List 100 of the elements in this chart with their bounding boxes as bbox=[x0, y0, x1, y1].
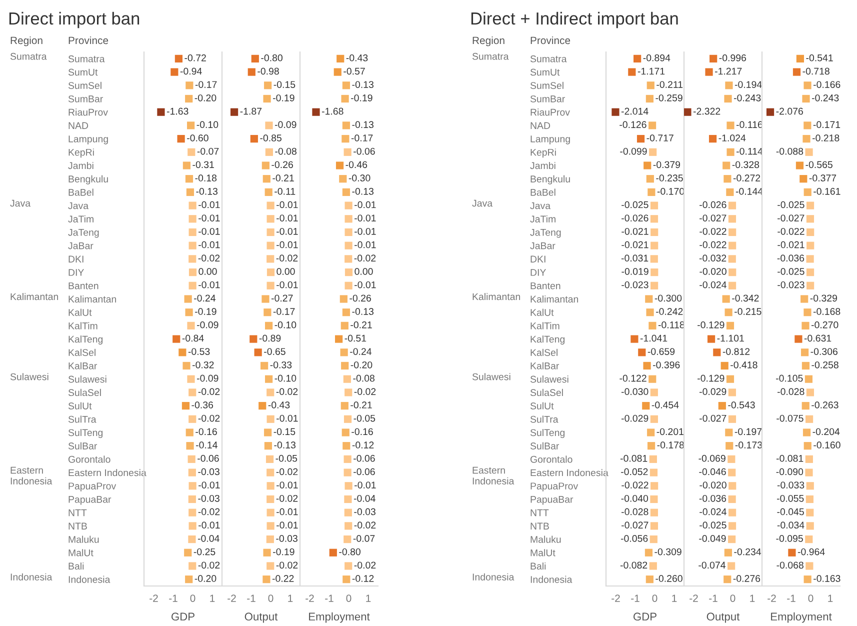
y-tick-label: Jambi bbox=[530, 162, 556, 170]
point bbox=[184, 548, 192, 556]
data-label: -0.02 bbox=[198, 254, 220, 262]
x-tick-label: -2 bbox=[768, 594, 776, 602]
x-tick-label: -2 bbox=[690, 594, 698, 602]
point bbox=[157, 108, 165, 116]
data-label: -0.026 bbox=[700, 201, 726, 208]
data-label: -0.22 bbox=[272, 575, 294, 582]
point bbox=[188, 495, 196, 504]
data-label: -0.94 bbox=[180, 68, 202, 75]
y-tick-label: Maluku bbox=[68, 536, 99, 543]
point bbox=[806, 562, 814, 570]
point bbox=[804, 442, 812, 450]
point bbox=[266, 202, 274, 210]
data-label: -0.13 bbox=[352, 188, 374, 195]
data-label: -0.201 bbox=[656, 428, 684, 436]
y-tick-label: SulBar bbox=[530, 442, 560, 450]
data-label: -0.02 bbox=[276, 468, 298, 476]
point bbox=[342, 134, 350, 143]
data-label: -0.17 bbox=[351, 134, 373, 142]
point bbox=[806, 268, 814, 276]
point bbox=[340, 402, 348, 410]
data-label: -0.02 bbox=[354, 522, 376, 529]
point bbox=[724, 308, 732, 316]
point bbox=[262, 295, 270, 303]
data-label: -0.036 bbox=[699, 494, 726, 502]
data-label: -0.46 bbox=[346, 161, 368, 168]
data-label: -0.081 bbox=[776, 454, 804, 462]
data-label: -0.01 bbox=[276, 281, 298, 288]
data-label: -0.02 bbox=[354, 388, 376, 396]
data-label: -0.309 bbox=[654, 548, 682, 556]
data-label: -0.20 bbox=[194, 575, 216, 582]
point bbox=[248, 68, 256, 76]
text: Sumatra bbox=[472, 52, 509, 60]
data-label: -0.01 bbox=[276, 201, 298, 208]
point bbox=[806, 202, 814, 210]
data-label: -0.01 bbox=[198, 214, 220, 222]
point bbox=[341, 362, 349, 370]
data-label: -0.01 bbox=[198, 281, 220, 288]
point bbox=[342, 442, 350, 450]
point bbox=[728, 268, 736, 276]
y-tick-label: Bengkulu bbox=[68, 175, 108, 184]
point bbox=[804, 308, 812, 316]
data-label: -0.019 bbox=[622, 268, 648, 275]
y-tick-label: NTB bbox=[68, 522, 87, 530]
point bbox=[263, 548, 271, 556]
point bbox=[802, 322, 810, 330]
data-label: -0.032 bbox=[699, 254, 726, 262]
point bbox=[342, 122, 350, 130]
y-tick-label: Indonesia bbox=[530, 576, 572, 583]
text: Kalimantan bbox=[10, 292, 58, 300]
data-label: -0.20 bbox=[194, 94, 216, 102]
data-label: -0.25 bbox=[194, 548, 216, 556]
point bbox=[266, 255, 274, 263]
data-label: -0.21 bbox=[350, 402, 372, 408]
data-label: -0.396 bbox=[653, 361, 680, 368]
point bbox=[650, 268, 658, 276]
point bbox=[804, 122, 812, 130]
data-label: -0.243 bbox=[734, 94, 761, 102]
text: Eastern Indonesia bbox=[10, 466, 52, 484]
data-label: -0.80 bbox=[261, 54, 282, 62]
point bbox=[185, 175, 194, 183]
point bbox=[806, 495, 814, 504]
data-label: -0.06 bbox=[354, 148, 375, 155]
y-tick-label: SulBar bbox=[68, 442, 98, 450]
data-label: -0.036 bbox=[777, 254, 804, 262]
y-tick-label: BaBel bbox=[530, 188, 556, 196]
point bbox=[650, 202, 658, 210]
x-tick-label: -1 bbox=[787, 594, 796, 602]
data-label: -0.02 bbox=[276, 494, 298, 502]
data-label: -0.07 bbox=[197, 148, 219, 155]
point bbox=[250, 335, 258, 343]
y-tick-label: Sulawesi bbox=[68, 376, 106, 383]
point bbox=[648, 188, 656, 196]
data-label: -0.161 bbox=[814, 188, 840, 195]
data-label: -0.243 bbox=[812, 94, 839, 102]
y-tick-label: KalBar bbox=[68, 362, 98, 370]
point bbox=[341, 94, 349, 103]
data-label: -0.32 bbox=[192, 361, 214, 368]
text: Indonesia bbox=[472, 573, 514, 580]
point bbox=[646, 82, 654, 90]
point bbox=[644, 548, 653, 556]
point bbox=[650, 282, 658, 290]
y-tick-label: NAD bbox=[530, 122, 550, 129]
point bbox=[342, 308, 350, 316]
data-label: -0.05 bbox=[354, 414, 376, 422]
data-label: -0.01 bbox=[354, 241, 376, 248]
point bbox=[258, 402, 266, 410]
point bbox=[802, 94, 810, 103]
data-label: -0.13 bbox=[352, 308, 374, 315]
point bbox=[188, 415, 196, 423]
y-tick-label: MalUt bbox=[530, 549, 556, 556]
data-label: -0.215 bbox=[734, 308, 762, 315]
y-tick-label: KalTeng bbox=[530, 336, 565, 345]
point bbox=[726, 122, 734, 130]
point bbox=[264, 188, 272, 196]
data-label: -0.272 bbox=[733, 174, 760, 182]
point bbox=[188, 228, 196, 236]
point bbox=[800, 295, 808, 303]
data-label: -0.020 bbox=[700, 482, 726, 488]
